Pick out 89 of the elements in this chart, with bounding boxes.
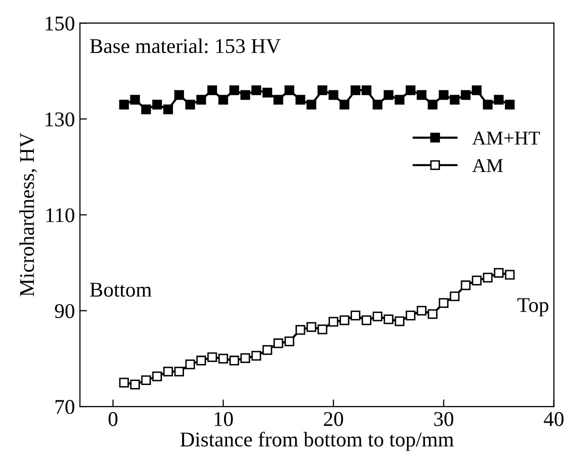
point <box>229 85 240 96</box>
point <box>428 100 438 110</box>
point <box>273 338 284 348</box>
point <box>163 104 173 114</box>
point <box>328 90 338 100</box>
point <box>251 350 262 361</box>
point <box>372 312 382 322</box>
point <box>384 314 394 324</box>
annotation: Top <box>517 298 548 316</box>
point <box>406 85 416 96</box>
point <box>251 85 262 96</box>
point <box>130 94 140 105</box>
point <box>284 336 294 346</box>
x-tick-label: 30 <box>434 412 454 426</box>
point <box>174 366 184 376</box>
y-tick-label: 90 <box>54 304 74 318</box>
point <box>152 100 162 110</box>
point <box>472 85 482 96</box>
point <box>141 104 151 114</box>
point <box>296 94 306 105</box>
point <box>416 306 426 316</box>
point <box>119 100 129 110</box>
point <box>262 88 272 98</box>
point <box>273 94 284 105</box>
point <box>318 85 328 96</box>
point <box>472 276 482 286</box>
point <box>152 372 162 382</box>
point <box>460 90 471 100</box>
point <box>438 298 449 308</box>
point <box>494 94 504 105</box>
point <box>130 380 140 390</box>
point <box>306 100 316 110</box>
y-tick-label: 130 <box>46 112 74 126</box>
annotation: Base material: 153 HV <box>90 38 281 54</box>
point <box>482 100 493 110</box>
point <box>328 316 338 327</box>
point <box>207 85 218 96</box>
point <box>284 85 294 96</box>
x-tick-label: 40 <box>544 412 564 426</box>
point <box>240 353 250 364</box>
point <box>262 345 272 355</box>
point <box>185 360 196 370</box>
point <box>185 100 196 110</box>
point <box>394 316 404 326</box>
point <box>318 324 328 334</box>
x-tick-label: 0 <box>108 412 118 426</box>
x-tick-label: 20 <box>324 412 344 426</box>
point <box>218 94 228 105</box>
point <box>362 315 372 326</box>
point <box>163 366 173 376</box>
point <box>141 375 151 386</box>
point <box>350 310 360 320</box>
point <box>218 354 228 364</box>
x-axis-title: Distance from bottom to top/mm <box>180 432 454 451</box>
point <box>340 100 350 110</box>
x-tick-label: 10 <box>214 412 233 426</box>
y-tick-label: 150 <box>46 16 74 31</box>
point <box>460 280 471 290</box>
point <box>240 90 250 100</box>
point <box>196 356 206 366</box>
point <box>296 325 306 335</box>
point <box>340 315 350 326</box>
point <box>450 94 460 105</box>
point <box>428 309 438 319</box>
point <box>306 322 316 332</box>
y-axis-title: Microhardness, HV <box>19 132 38 296</box>
y-tick-label: 70 <box>56 400 74 414</box>
legend-label: AM <box>472 159 503 172</box>
point <box>416 90 426 100</box>
point <box>362 85 372 96</box>
legend-label: AM+HT <box>472 132 540 144</box>
point <box>482 272 493 282</box>
point <box>384 90 394 100</box>
point <box>119 378 129 388</box>
y-tick-label: 110 <box>46 208 74 222</box>
point <box>207 352 218 362</box>
point <box>196 94 206 105</box>
point <box>394 94 404 105</box>
point <box>406 310 416 320</box>
point <box>450 291 460 302</box>
point <box>174 90 184 100</box>
point <box>350 85 360 96</box>
point <box>504 100 515 110</box>
point <box>372 100 382 110</box>
point <box>229 356 240 366</box>
annotation: Bottom <box>90 282 152 297</box>
point <box>494 268 504 278</box>
point <box>504 270 515 280</box>
point <box>438 90 449 100</box>
